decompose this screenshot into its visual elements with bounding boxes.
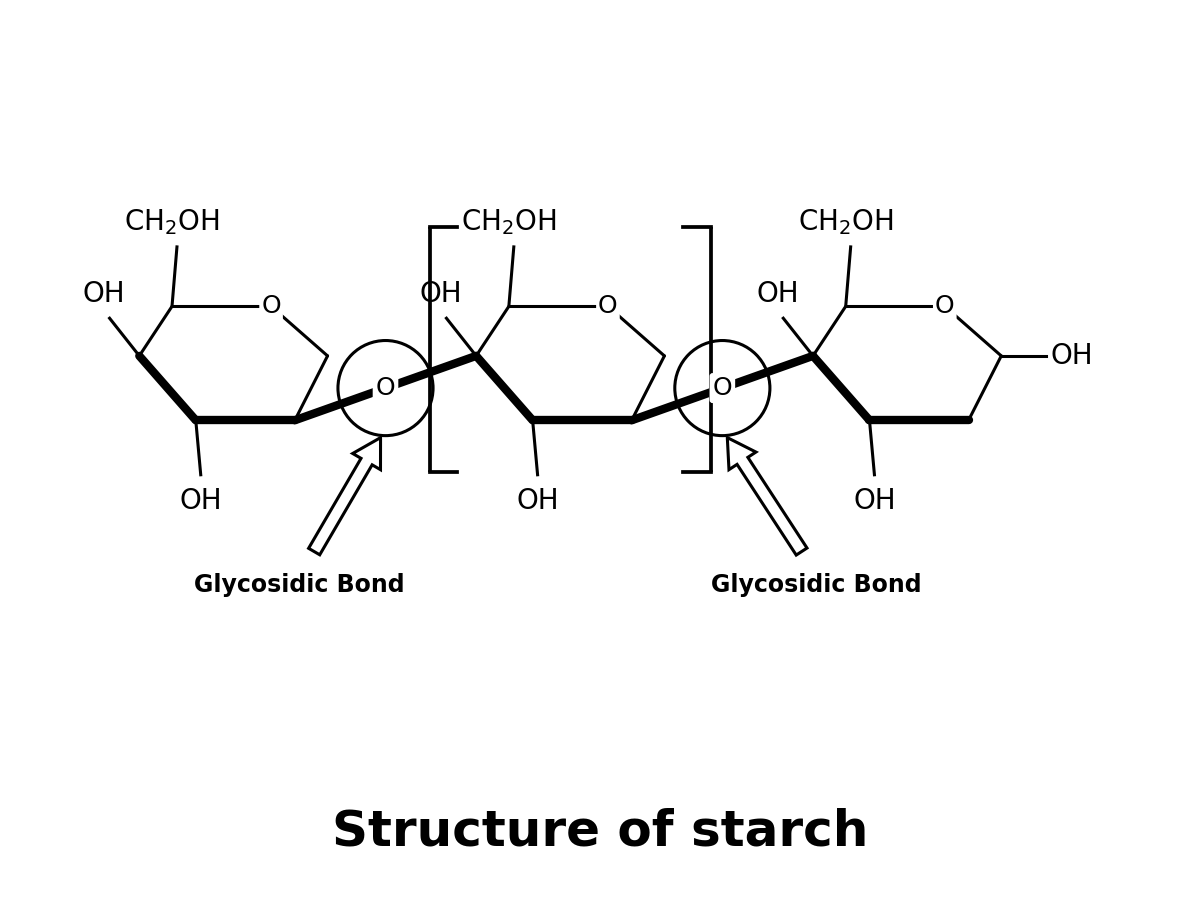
Polygon shape xyxy=(727,437,808,555)
Text: OH: OH xyxy=(516,487,559,515)
Text: O: O xyxy=(713,376,732,400)
Text: CH$_2$OH: CH$_2$OH xyxy=(798,207,894,237)
Text: OH: OH xyxy=(180,487,222,515)
Text: OH: OH xyxy=(756,280,799,309)
Polygon shape xyxy=(308,437,380,554)
Text: O: O xyxy=(598,294,618,319)
Text: Glycosidic Bond: Glycosidic Bond xyxy=(712,573,922,598)
Text: O: O xyxy=(376,376,395,400)
Text: OH: OH xyxy=(83,280,125,309)
Text: OH: OH xyxy=(853,487,895,515)
Text: CH$_2$OH: CH$_2$OH xyxy=(124,207,220,237)
Text: O: O xyxy=(262,294,281,319)
Text: CH$_2$OH: CH$_2$OH xyxy=(461,207,557,237)
Text: Glycosidic Bond: Glycosidic Bond xyxy=(194,573,404,598)
Text: Structure of starch: Structure of starch xyxy=(332,807,868,855)
Text: O: O xyxy=(935,294,954,319)
Text: OH: OH xyxy=(419,280,462,309)
Text: OH: OH xyxy=(1051,342,1093,370)
